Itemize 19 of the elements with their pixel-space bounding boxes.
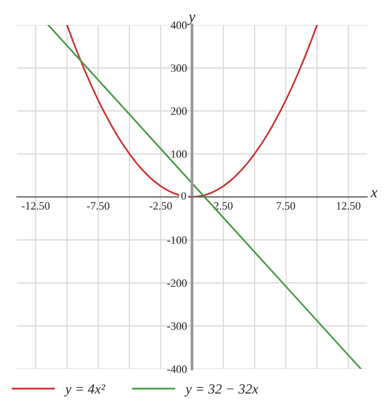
y-tick-label: 100 (171, 150, 187, 158)
y-tick-label: -100 (167, 236, 187, 244)
y-axis-title: y (187, 14, 196, 25)
x-tick-label: -2.50 (150, 202, 172, 210)
x-tick-label: 12.50 (336, 202, 360, 210)
y-tick-label: -400 (167, 365, 187, 373)
legend-label: y = 4x² (64, 384, 106, 396)
x-tick-label: 2.50 (214, 202, 233, 210)
x-tick-label: -7.50 (87, 202, 110, 210)
y-tick-label: 400 (170, 21, 187, 29)
y-tick-label: 0 (181, 192, 186, 200)
x-axis-title: x (370, 190, 378, 198)
x-tick-label: 7.50 (276, 202, 296, 210)
legend-label: y = 32 − 32x (184, 384, 258, 396)
y-tick-label: 200 (170, 107, 187, 115)
x-tick-label: -12.50 (22, 202, 50, 210)
y-tick-label: -200 (167, 279, 187, 287)
y-tick-label: -300 (167, 322, 187, 330)
y-tick-label: 300 (171, 64, 187, 72)
